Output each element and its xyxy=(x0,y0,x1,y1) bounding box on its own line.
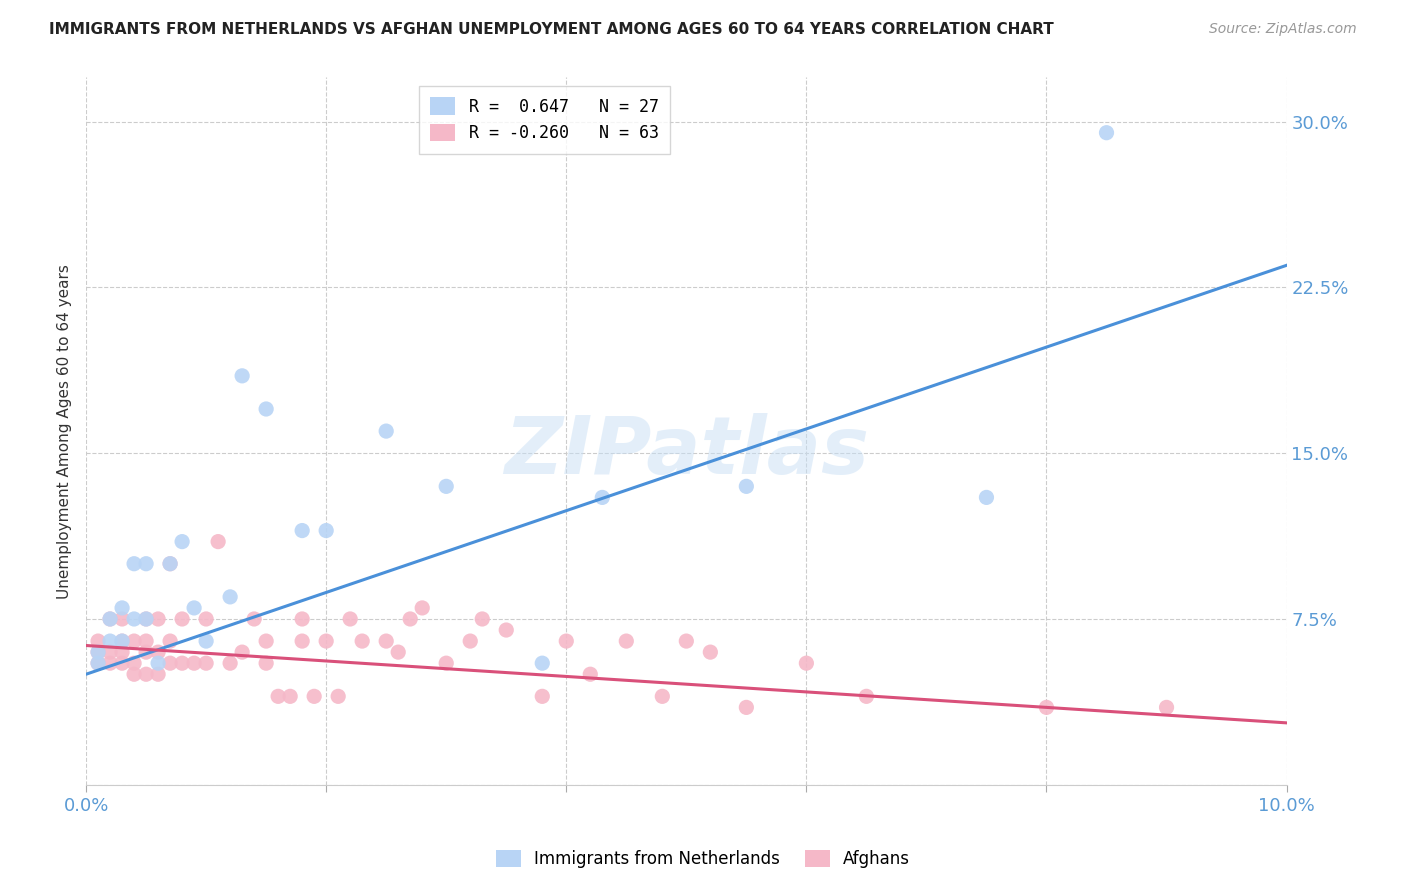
Point xyxy=(87,634,110,648)
Point xyxy=(135,557,157,571)
Point xyxy=(98,612,121,626)
Point xyxy=(579,667,602,681)
Point xyxy=(855,690,877,704)
Point xyxy=(146,656,169,670)
Point xyxy=(195,634,218,648)
Point xyxy=(375,634,398,648)
Point xyxy=(291,634,314,648)
Point xyxy=(328,690,350,704)
Point xyxy=(651,690,673,704)
Y-axis label: Unemployment Among Ages 60 to 64 years: Unemployment Among Ages 60 to 64 years xyxy=(58,264,72,599)
Point xyxy=(111,612,134,626)
Point xyxy=(1095,126,1118,140)
Point xyxy=(219,590,242,604)
Point xyxy=(302,690,325,704)
Point xyxy=(159,634,181,648)
Point xyxy=(291,612,314,626)
Legend: Immigrants from Netherlands, Afghans: Immigrants from Netherlands, Afghans xyxy=(489,843,917,875)
Point xyxy=(195,656,218,670)
Point xyxy=(531,690,554,704)
Point xyxy=(243,612,266,626)
Point xyxy=(146,612,169,626)
Point xyxy=(98,634,121,648)
Point xyxy=(195,612,218,626)
Text: IMMIGRANTS FROM NETHERLANDS VS AFGHAN UNEMPLOYMENT AMONG AGES 60 TO 64 YEARS COR: IMMIGRANTS FROM NETHERLANDS VS AFGHAN UN… xyxy=(49,22,1054,37)
Point xyxy=(159,656,181,670)
Point xyxy=(254,656,277,670)
Point xyxy=(495,623,517,637)
Point xyxy=(98,645,121,659)
Point xyxy=(352,634,374,648)
Point xyxy=(135,634,157,648)
Point xyxy=(614,634,637,648)
Point xyxy=(735,700,758,714)
Point xyxy=(183,656,205,670)
Point xyxy=(375,424,398,438)
Point xyxy=(699,645,721,659)
Point xyxy=(976,491,998,505)
Point xyxy=(111,645,134,659)
Point xyxy=(87,645,110,659)
Point xyxy=(87,656,110,670)
Text: Source: ZipAtlas.com: Source: ZipAtlas.com xyxy=(1209,22,1357,37)
Point xyxy=(796,656,818,670)
Point xyxy=(122,557,145,571)
Point xyxy=(87,656,110,670)
Point xyxy=(135,612,157,626)
Point xyxy=(135,645,157,659)
Point xyxy=(399,612,422,626)
Point xyxy=(135,667,157,681)
Point xyxy=(122,656,145,670)
Point xyxy=(219,656,242,670)
Point xyxy=(315,634,337,648)
Point xyxy=(135,612,157,626)
Point xyxy=(111,634,134,648)
Point xyxy=(434,656,457,670)
Point xyxy=(591,491,613,505)
Point xyxy=(735,479,758,493)
Point xyxy=(278,690,301,704)
Point xyxy=(411,601,433,615)
Point xyxy=(675,634,697,648)
Point xyxy=(172,612,194,626)
Point xyxy=(146,667,169,681)
Point xyxy=(111,634,134,648)
Point xyxy=(434,479,457,493)
Point xyxy=(231,368,253,383)
Point xyxy=(254,634,277,648)
Point xyxy=(122,667,145,681)
Point xyxy=(1156,700,1178,714)
Point xyxy=(111,656,134,670)
Point xyxy=(146,645,169,659)
Point xyxy=(458,634,481,648)
Point xyxy=(98,656,121,670)
Point xyxy=(98,612,121,626)
Point xyxy=(122,612,145,626)
Point xyxy=(531,656,554,670)
Point xyxy=(159,557,181,571)
Text: ZIPatlas: ZIPatlas xyxy=(503,413,869,491)
Point xyxy=(254,402,277,417)
Point xyxy=(207,534,229,549)
Point xyxy=(267,690,290,704)
Legend: R =  0.647   N = 27, R = -0.260   N = 63: R = 0.647 N = 27, R = -0.260 N = 63 xyxy=(419,86,671,153)
Point xyxy=(471,612,494,626)
Point xyxy=(122,634,145,648)
Point xyxy=(172,534,194,549)
Point xyxy=(387,645,409,659)
Point xyxy=(183,601,205,615)
Point xyxy=(172,656,194,670)
Point xyxy=(315,524,337,538)
Point xyxy=(339,612,361,626)
Point xyxy=(555,634,578,648)
Point xyxy=(159,557,181,571)
Point xyxy=(231,645,253,659)
Point xyxy=(1035,700,1057,714)
Point xyxy=(111,601,134,615)
Point xyxy=(291,524,314,538)
Point xyxy=(87,645,110,659)
